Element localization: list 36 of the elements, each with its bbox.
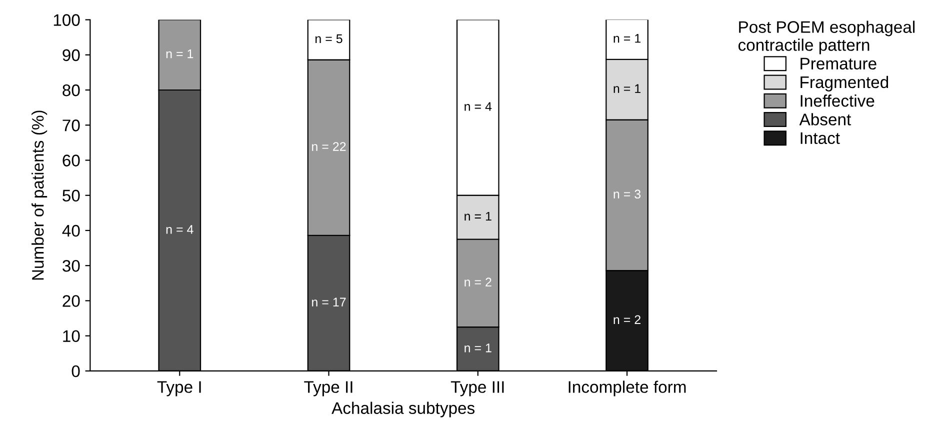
annotation: n = 4 xyxy=(166,225,194,234)
annotation: n = 2 xyxy=(614,315,640,324)
y-tick-label: 90 xyxy=(62,49,80,62)
legend-title: Post POEM esophageal contractile pattern xyxy=(738,20,915,54)
y-axis-title: Number of patients (%) xyxy=(32,110,48,280)
y-tick-label: 60 xyxy=(62,154,80,166)
annotation: n = 5 xyxy=(316,34,342,44)
y-tick-label: 80 xyxy=(62,84,80,96)
y-tick-label: 0 xyxy=(72,365,80,378)
annotation: n = 1 xyxy=(166,50,194,58)
legend-label: Absent xyxy=(799,113,852,126)
y-tick-label: 10 xyxy=(63,330,80,342)
x-tick-label: Type I xyxy=(157,381,201,396)
legend-label: Premature xyxy=(800,58,876,70)
x-tick-label: Type II xyxy=(304,381,352,396)
annotation: n = 3 xyxy=(614,190,641,199)
annotation: n = 2 xyxy=(464,278,492,286)
legend-label: Intact xyxy=(800,132,840,144)
legend-label: Ineffective xyxy=(800,94,874,107)
annotation: n = 22 xyxy=(312,142,346,151)
annotation: n = 17 xyxy=(312,298,346,306)
y-tick-label: 40 xyxy=(62,224,80,237)
legend-label: Fragmented xyxy=(800,76,888,92)
annotation: n = 4 xyxy=(464,102,492,111)
annotation: n = 1 xyxy=(614,34,640,43)
x-tick-label: Type III xyxy=(450,381,504,396)
annotation: n = 1 xyxy=(464,212,492,221)
y-tick-label: 30 xyxy=(62,260,80,272)
y-tick-label: 20 xyxy=(62,295,80,307)
annotation: n = 1 xyxy=(464,344,492,352)
x-tick-label: Incomplete form xyxy=(568,380,686,396)
y-tick-label: 50 xyxy=(62,190,80,202)
annotation: n = 1 xyxy=(614,84,640,93)
x-axis-title: Achalasia subtypes xyxy=(332,402,475,418)
y-tick-label: 100 xyxy=(54,14,80,26)
y-tick-label: 70 xyxy=(62,120,80,132)
